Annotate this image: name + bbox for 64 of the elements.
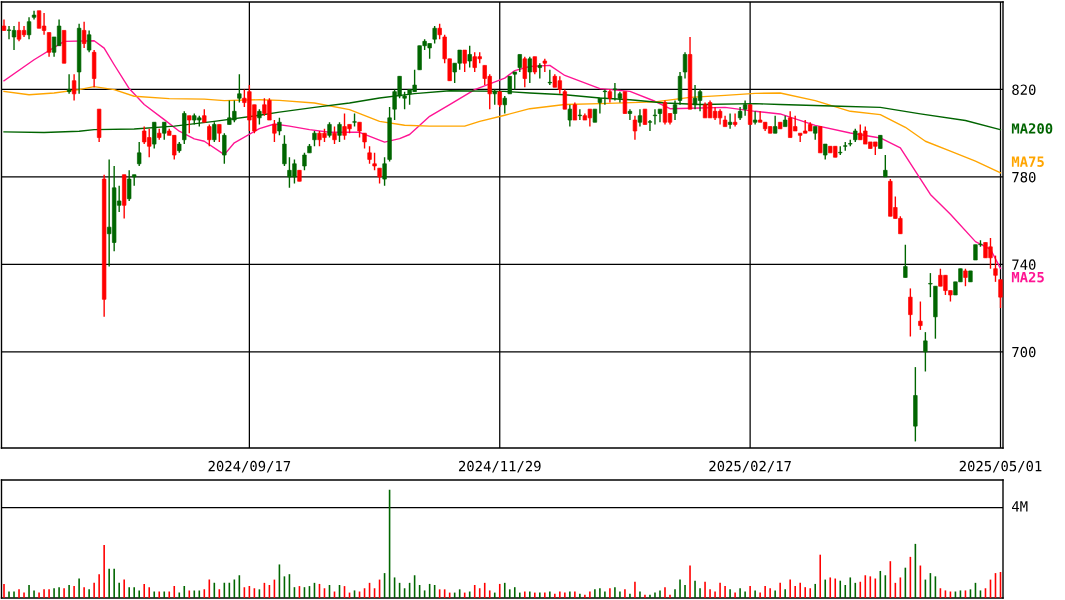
candlestick bbox=[742, 99, 748, 117]
candlestick bbox=[81, 20, 87, 49]
candlestick bbox=[207, 123, 212, 147]
candlestick bbox=[26, 16, 32, 40]
series-label: MA25 bbox=[1011, 271, 1044, 283]
candlestick bbox=[632, 114, 638, 141]
x-tick-label: 2025/05/01 bbox=[959, 460, 1042, 473]
candlestick bbox=[747, 104, 753, 126]
candlestick bbox=[567, 104, 572, 128]
candlestick bbox=[647, 119, 653, 132]
y-tick-label: 780 bbox=[1012, 171, 1036, 183]
candlestick bbox=[462, 49, 467, 73]
candlestick bbox=[547, 69, 552, 86]
candlestick bbox=[222, 132, 227, 165]
candlestick bbox=[903, 243, 908, 279]
candlestick bbox=[542, 58, 547, 73]
y-tick-label: 700 bbox=[1012, 346, 1036, 358]
candlestick bbox=[993, 254, 998, 283]
x-tick-label: 2024/09/17 bbox=[208, 460, 291, 473]
x-tick-label: 2025/02/17 bbox=[709, 460, 791, 473]
candlestick bbox=[652, 108, 658, 126]
candlestick bbox=[272, 119, 277, 143]
candlestick bbox=[627, 108, 633, 121]
candlestick bbox=[727, 112, 733, 130]
line-series bbox=[3, 40, 1002, 270]
candlestick bbox=[672, 99, 678, 121]
candlestick bbox=[6, 25, 12, 40]
candlestick bbox=[537, 62, 542, 80]
candlestick bbox=[998, 278, 1003, 309]
candlestick bbox=[622, 90, 628, 115]
candlestick bbox=[382, 156, 387, 187]
candlestick bbox=[467, 45, 472, 69]
y-tick-label: 820 bbox=[1012, 84, 1036, 95]
candlestick bbox=[66, 73, 72, 95]
series-label: MA200 bbox=[1011, 123, 1053, 134]
candlestick bbox=[86, 29, 92, 53]
candlestick bbox=[662, 99, 668, 126]
candlestick bbox=[46, 31, 52, 58]
series-label: MA75 bbox=[1011, 156, 1044, 167]
candlestick bbox=[597, 97, 603, 115]
candlestick bbox=[527, 55, 532, 84]
candlestick bbox=[732, 112, 738, 128]
candlestick bbox=[337, 121, 342, 143]
candlestick bbox=[237, 73, 242, 104]
x-tick-label: 2024/11/29 bbox=[458, 460, 541, 473]
line-series bbox=[3, 85, 1002, 174]
ref-line-label: 4M bbox=[1012, 501, 1028, 512]
candlestick bbox=[127, 169, 132, 202]
candlestick bbox=[137, 141, 142, 167]
candlestick bbox=[41, 12, 47, 36]
candlestick bbox=[577, 108, 583, 121]
candlestick bbox=[522, 55, 527, 88]
candlestick bbox=[752, 110, 758, 126]
candlestick bbox=[908, 287, 913, 338]
candlestick bbox=[682, 51, 688, 80]
candlestick bbox=[11, 25, 17, 51]
candlestick bbox=[928, 272, 933, 298]
candlestick bbox=[282, 134, 287, 167]
y-tick-label: 740 bbox=[1012, 259, 1036, 270]
candlestick bbox=[16, 20, 22, 43]
candlestick bbox=[71, 73, 77, 102]
candlestick bbox=[923, 331, 928, 373]
candlestick bbox=[918, 300, 923, 331]
candlestick bbox=[883, 154, 888, 178]
